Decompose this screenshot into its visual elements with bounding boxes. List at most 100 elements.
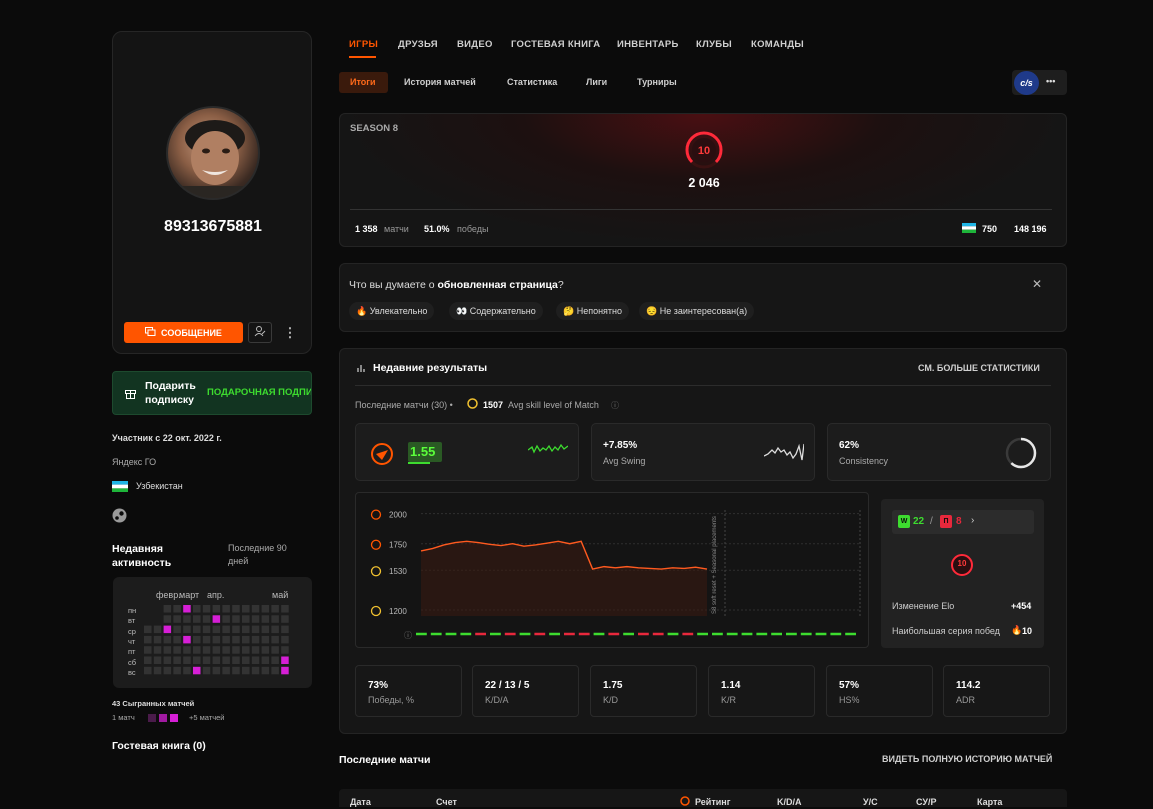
- heatmap-cell[interactable]: [173, 646, 181, 654]
- heatmap-cell[interactable]: [193, 625, 201, 634]
- heatmap-cell[interactable]: [153, 635, 162, 644]
- heatmap-cell[interactable]: [251, 605, 260, 613]
- heatmap-cell[interactable]: [261, 615, 270, 623]
- heatmap-cell[interactable]: [212, 625, 221, 634]
- heatmap-cell[interactable]: [232, 666, 240, 675]
- heatmap-cell[interactable]: [242, 605, 250, 613]
- heatmap-cell[interactable]: [144, 646, 152, 654]
- tab-clubs[interactable]: КЛУБЫ: [696, 39, 733, 50]
- subtab-statistics[interactable]: Статистика: [507, 77, 558, 87]
- heatmap-cell[interactable]: [193, 656, 201, 665]
- heatmap-cell[interactable]: [261, 646, 270, 654]
- col-kda[interactable]: K/D/A: [777, 797, 802, 807]
- more-vertical-icon[interactable]: ⋮: [283, 324, 297, 340]
- heatmap-cell[interactable]: [183, 605, 191, 613]
- feedback-option-informative[interactable]: 👀 Содержательно: [449, 302, 543, 320]
- heatmap-cell[interactable]: [212, 646, 221, 654]
- heatmap-cell[interactable]: [202, 635, 211, 644]
- heatmap-cell[interactable]: [222, 646, 230, 654]
- heatmap-cell[interactable]: [232, 656, 240, 665]
- heatmap-cell[interactable]: [261, 635, 270, 644]
- heatmap-cell[interactable]: [183, 635, 191, 644]
- heatmap-cell[interactable]: [222, 625, 230, 634]
- heatmap-cell[interactable]: [271, 635, 279, 644]
- heatmap-cell[interactable]: [261, 625, 270, 634]
- heatmap-cell[interactable]: [153, 656, 162, 665]
- heatmap-cell[interactable]: [281, 646, 289, 654]
- full-history-link[interactable]: ВИДЕТЬ ПОЛНУЮ ИСТОРИЮ МАТЧЕЙ: [882, 754, 1053, 764]
- info-icon[interactable]: ⓘ: [611, 401, 619, 410]
- guestbook-title[interactable]: Гостевая книга (0): [112, 740, 206, 752]
- heatmap-cell[interactable]: [261, 666, 270, 675]
- heatmap-cell[interactable]: [232, 625, 240, 634]
- heatmap-cell[interactable]: [271, 666, 279, 675]
- heatmap-cell[interactable]: [251, 635, 260, 644]
- heatmap-cell[interactable]: [281, 605, 289, 613]
- heatmap-cell[interactable]: [193, 646, 201, 654]
- heatmap-cell[interactable]: [163, 625, 172, 634]
- subtab-tournaments[interactable]: Турниры: [637, 77, 677, 87]
- heatmap-cell[interactable]: [153, 666, 162, 675]
- steam-icon[interactable]: [112, 508, 127, 523]
- heatmap-cell[interactable]: [271, 615, 279, 623]
- col-score[interactable]: Счет: [436, 797, 457, 807]
- heatmap-cell[interactable]: [212, 656, 221, 665]
- add-friend-button[interactable]: [248, 322, 272, 343]
- heatmap-cell[interactable]: [144, 635, 152, 644]
- subtab-summary[interactable]: Итоги: [350, 77, 376, 87]
- heatmap-cell[interactable]: [281, 666, 289, 675]
- heatmap-cell[interactable]: [193, 635, 201, 644]
- heatmap-cell[interactable]: [242, 635, 250, 644]
- heatmap-cell[interactable]: [193, 605, 201, 613]
- win-loss-record[interactable]: [892, 510, 1034, 534]
- more-horizontal-icon[interactable]: •••: [1046, 76, 1056, 86]
- heatmap-cell[interactable]: [271, 605, 279, 613]
- heatmap-cell[interactable]: [173, 666, 181, 675]
- heatmap-cell[interactable]: [173, 605, 181, 613]
- avatar[interactable]: [166, 106, 260, 200]
- heatmap-cell[interactable]: [222, 605, 230, 613]
- heatmap-cell[interactable]: [173, 625, 181, 634]
- heatmap-cell[interactable]: [232, 615, 240, 623]
- chevron-right-icon[interactable]: ›: [971, 515, 975, 526]
- heatmap-cell[interactable]: [144, 656, 152, 665]
- heatmap-cell[interactable]: [202, 605, 211, 613]
- tab-videos[interactable]: ВИДЕО: [457, 39, 493, 50]
- heatmap-cell[interactable]: [173, 635, 181, 644]
- heatmap-cell[interactable]: [202, 615, 211, 623]
- tab-teams[interactable]: КОМАНДЫ: [751, 39, 804, 50]
- heatmap-cell[interactable]: [242, 656, 250, 665]
- heatmap-cell[interactable]: [222, 666, 230, 675]
- feedback-option-exciting[interactable]: 🔥 Увлекательно: [349, 302, 435, 320]
- tab-guestbook[interactable]: ГОСТЕВАЯ КНИГА: [511, 39, 601, 50]
- heatmap-cell[interactable]: [271, 625, 279, 634]
- gift-subscription-card[interactable]: Подарить подписку ПОДАРОЧНАЯ ПОДПИСКА: [112, 371, 312, 415]
- subtab-match-history[interactable]: История матчей: [404, 77, 476, 87]
- heatmap-cell[interactable]: [212, 666, 221, 675]
- heatmap-cell[interactable]: [163, 615, 172, 623]
- heatmap-cell[interactable]: [144, 666, 152, 675]
- heatmap-cell[interactable]: [281, 656, 289, 665]
- heatmap-cell[interactable]: [251, 615, 260, 623]
- heatmap-cell[interactable]: [202, 666, 211, 675]
- col-rating[interactable]: Рейтинг: [695, 797, 731, 807]
- heatmap-cell[interactable]: [251, 646, 260, 654]
- heatmap-cell[interactable]: [183, 666, 191, 675]
- heatmap-cell[interactable]: [222, 656, 230, 665]
- heatmap-cell[interactable]: [173, 656, 181, 665]
- info-icon[interactable]: ⓘ: [404, 631, 412, 640]
- heatmap-cell[interactable]: [242, 666, 250, 675]
- see-more-stats-link[interactable]: СМ. БОЛЬШЕ СТАТИСТИКИ: [918, 363, 1040, 373]
- heatmap-cell[interactable]: [193, 666, 201, 675]
- heatmap-cell[interactable]: [261, 605, 270, 613]
- heatmap-cell[interactable]: [212, 615, 221, 623]
- heatmap-cell[interactable]: [251, 625, 260, 634]
- col-map[interactable]: Карта: [977, 797, 1003, 807]
- heatmap-cell[interactable]: [242, 646, 250, 654]
- heatmap-cell[interactable]: [222, 635, 230, 644]
- heatmap-cell[interactable]: [212, 635, 221, 644]
- heatmap-cell[interactable]: [281, 615, 289, 623]
- heatmap-cell[interactable]: [163, 656, 172, 665]
- heatmap-cell[interactable]: [163, 646, 172, 654]
- heatmap-cell[interactable]: [281, 625, 289, 634]
